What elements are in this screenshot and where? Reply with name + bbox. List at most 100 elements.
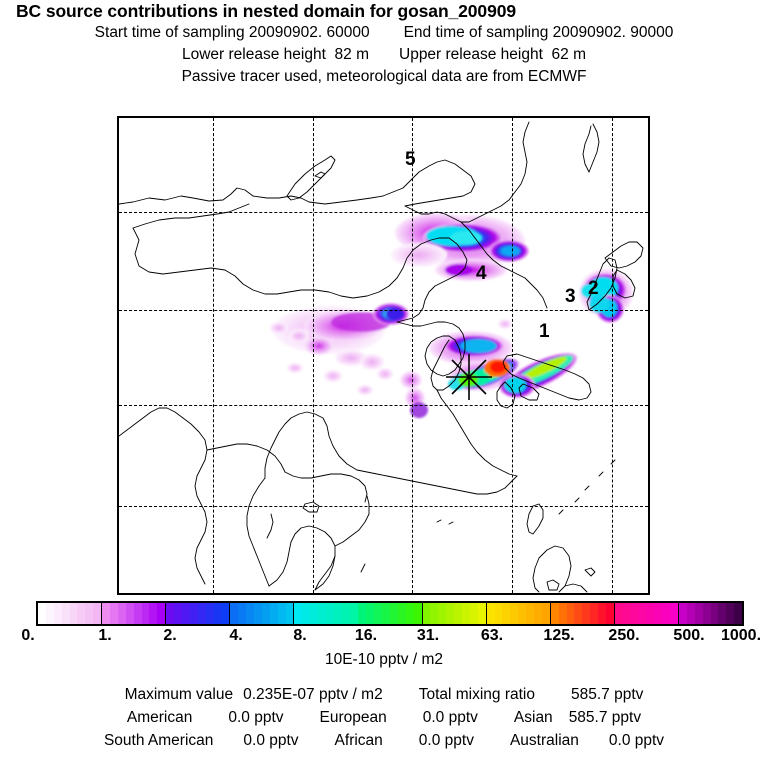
colorbar-step: [197, 603, 206, 624]
colorbar-step: [446, 603, 455, 624]
colorbar-tick-label: 2.: [163, 627, 177, 644]
colorbar-step: [45, 603, 54, 624]
colorbar-step: [102, 603, 110, 624]
colorbar-segment-4: [294, 603, 359, 624]
colorbar-step: [285, 603, 294, 624]
map-inner: 5 4 3 2 1: [119, 118, 648, 593]
colorbar-step: [374, 603, 383, 624]
colorbar-tick-label: 4.: [229, 627, 243, 644]
colorbar-ticks: 0. 1. 2. 4. 8. 16. 31. 63. 125. 250. 500. 1000.: [0, 627, 768, 649]
colorbar-step: [582, 603, 591, 624]
african-label: African: [334, 732, 383, 749]
colorbar-tick-label: 1.: [98, 627, 112, 644]
colorbar-step: [590, 603, 599, 624]
statistics-block: Maximum value 0.235E-07 pptv / m2 Total …: [0, 683, 768, 752]
gridline-horizontal: [119, 212, 648, 213]
colorbar-step: [109, 603, 118, 624]
colorbar-step: [718, 603, 727, 624]
african-value: 0.0 pptv: [418, 732, 474, 749]
colorbar-step: [630, 603, 639, 624]
colorbar-step: [566, 603, 575, 624]
colorbar-step: [670, 603, 678, 624]
australian-label: Australian: [509, 732, 579, 749]
colorbar-step: [53, 603, 62, 624]
gridline-horizontal: [119, 405, 648, 406]
colorbar-step: [526, 603, 534, 624]
colorbar-segment-8: [550, 603, 615, 624]
colorbar-step: [454, 603, 463, 624]
gridline-vertical: [412, 118, 413, 593]
region-row-1: American 0.0 pptv European 0.0 pptv Asia…: [0, 706, 768, 729]
end-time-label: End time of sampling: [403, 24, 549, 41]
south-american-label: South American: [103, 732, 214, 749]
colorbar-step: [221, 603, 230, 624]
colorbar-step: [413, 603, 422, 624]
colorbar-step: [710, 603, 719, 624]
gridline-vertical: [313, 118, 314, 593]
asian-value: 585.7 pptv: [568, 709, 642, 726]
colorbar-step: [166, 603, 175, 624]
map-panel[interactable]: 5 4 3 2 1: [117, 116, 650, 595]
colorbar-step: [93, 603, 102, 624]
colorbar-step: [534, 603, 542, 624]
colorbar[interactable]: [36, 601, 744, 626]
upper-release-height-value: 62 m: [551, 46, 586, 63]
colorbar-step: [734, 603, 743, 624]
colorbar-tick-label: 250.: [608, 627, 640, 644]
colorbar-unit-label: 10E-10 pptv / m2: [324, 651, 444, 668]
colorbar-tick-label: 16.: [354, 627, 378, 644]
colorbar-step: [77, 603, 86, 624]
colorbar-tick-label: 31.: [416, 627, 440, 644]
colorbar-step: [726, 603, 735, 624]
tracer-meteo-text: Passive tracer used, meteorological data…: [181, 68, 587, 85]
colorbar-step: [662, 603, 671, 624]
colorbar-step: [574, 603, 583, 624]
colorbar-step: [694, 603, 703, 624]
south-american-value: 0.0 pptv: [243, 732, 299, 749]
colorbar-step: [614, 603, 623, 624]
colorbar-step: [486, 603, 495, 624]
map-label-2: 2: [588, 278, 599, 299]
colorbar-step: [125, 603, 134, 624]
colorbar-step: [318, 603, 326, 624]
colorbar-step: [477, 603, 486, 624]
colorbar-segment-6: [422, 603, 487, 624]
plume-field: [270, 213, 633, 418]
map-label-3: 3: [565, 286, 576, 307]
colorbar-tick-label: 125.: [543, 627, 575, 644]
colorbar-step: [181, 603, 190, 624]
colorbar-step: [149, 603, 158, 624]
colorbar-segment-3: [230, 603, 295, 624]
tracer-meteo-note: Passive tracer used, meteorological data…: [0, 66, 768, 88]
colorbar-step: [69, 603, 78, 624]
colorbar-step: [654, 603, 663, 624]
colorbar-tick-label: 500.: [673, 627, 705, 644]
colorbar-step: [141, 603, 150, 624]
colorbar-step: [302, 603, 311, 624]
lower-release-height-value: 82 m: [334, 46, 369, 63]
colorbar-step: [213, 603, 222, 624]
colorbar-step: [678, 603, 687, 624]
colorbar-step: [638, 603, 647, 624]
page-title: BC source contributions in nested domain…: [16, 1, 516, 21]
colorbar-step: [205, 603, 214, 624]
colorbar-step: [174, 603, 182, 624]
colorbar-step: [382, 603, 391, 624]
lower-release-height-label: Lower release height: [182, 46, 326, 63]
maximum-value-label: Maximum value: [124, 686, 234, 703]
colorbar-step: [85, 603, 94, 624]
australian-value: 0.0 pptv: [608, 732, 665, 749]
end-time-value: 20090902. 90000: [552, 24, 674, 41]
colorbar-step: [230, 603, 239, 624]
colorbar-step: [261, 603, 270, 624]
colorbar-step: [117, 603, 126, 624]
colorbar-step: [358, 603, 367, 624]
gridline-vertical: [512, 118, 513, 593]
colorbar-step: [157, 603, 166, 624]
colorbar-step: [558, 603, 567, 624]
colorbar-tick-label: 0.: [21, 627, 35, 644]
colorbar-tick-label: 8.: [293, 627, 307, 644]
colorbar-step: [462, 603, 470, 624]
colorbar-step: [294, 603, 303, 624]
colorbar-step: [397, 603, 406, 624]
